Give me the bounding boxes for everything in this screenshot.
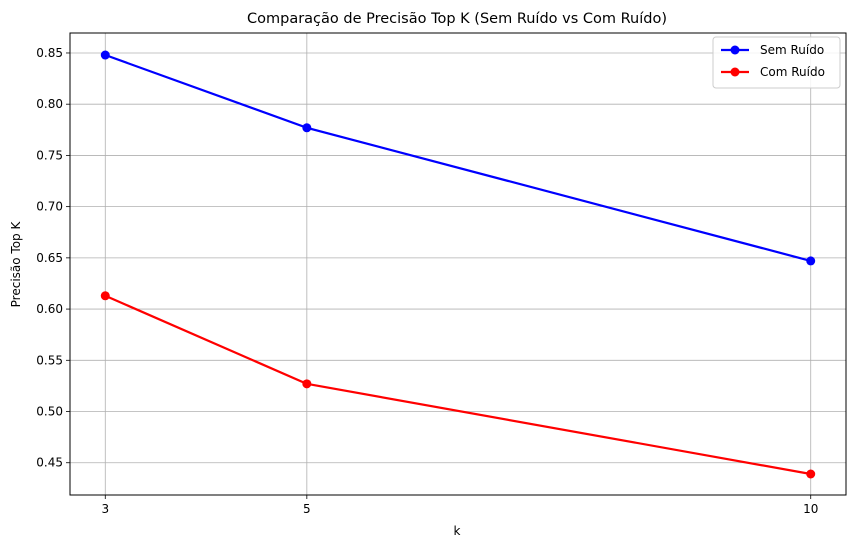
x-axis-label: k — [454, 524, 461, 538]
y-tick-label: 0.70 — [36, 200, 63, 214]
series-layer — [100, 50, 816, 479]
y-tick-label: 0.55 — [36, 353, 63, 367]
ticks: 3 5 10 0.45 0.50 0.55 0.60 0.65 0.70 0.75 0.80 0.85 — [36, 46, 818, 516]
x-tick-label: 10 — [803, 502, 818, 516]
y-tick-label: 0.85 — [36, 46, 63, 60]
data-point — [302, 379, 312, 389]
data-point — [100, 291, 110, 301]
x-tick-label: 3 — [101, 502, 109, 516]
plot-frame — [69, 32, 847, 496]
legend-marker — [730, 45, 740, 55]
data-point — [302, 123, 312, 133]
y-tick-label: 0.80 — [36, 97, 63, 111]
y-tick-label: 0.45 — [36, 456, 63, 470]
y-tick-label: 0.75 — [36, 148, 63, 162]
chart-title: Comparação de Precisão Top K (Sem Ruído … — [247, 11, 667, 27]
legend-label: Sem Ruído — [760, 43, 824, 57]
legend: Sem Ruído Com Ruído — [712, 36, 841, 89]
data-point — [806, 256, 816, 266]
y-tick-label: 0.65 — [36, 251, 63, 265]
data-point — [100, 50, 110, 60]
y-tick-label: 0.60 — [36, 302, 63, 316]
x-tick-label: 5 — [303, 502, 311, 516]
data-point — [806, 469, 816, 479]
y-tick-label: 0.50 — [36, 405, 63, 419]
y-axis-label: Precisão Top K — [9, 221, 23, 308]
legend-label: Com Ruído — [760, 65, 825, 79]
legend-marker — [730, 67, 740, 77]
